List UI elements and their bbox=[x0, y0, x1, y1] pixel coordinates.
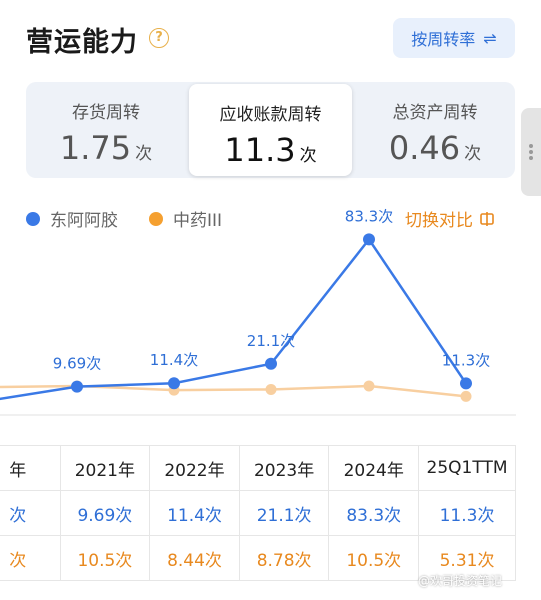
series1-cell: 83.3次 bbox=[328, 490, 420, 536]
series1-data-label: 9.69次 bbox=[53, 355, 101, 373]
series2-cell: 8.44次 bbox=[149, 535, 240, 581]
compare-button[interactable]: 切换对比 bbox=[405, 206, 495, 231]
series1-cell: 11.4次 bbox=[149, 490, 240, 536]
swap-icon: ⇌ bbox=[483, 28, 497, 48]
tab-total-asset-turnover[interactable]: 总资产周转 0.46 次 bbox=[355, 82, 515, 178]
table-header-row: 年 2021年 2022年 2023年 2024年 25Q1TTM bbox=[0, 445, 516, 491]
header-cell: 25Q1TTM bbox=[418, 445, 516, 491]
series2-cell: 次 bbox=[0, 535, 61, 581]
series2-cell: 10.5次 bbox=[59, 535, 151, 581]
series1-point[interactable] bbox=[460, 377, 472, 390]
series2-point[interactable] bbox=[460, 390, 472, 402]
tab-unit: 次 bbox=[464, 144, 482, 164]
watermark: @欢哥投资笔记 bbox=[418, 574, 503, 588]
compare-label: 切换对比 bbox=[405, 211, 473, 231]
series1-point[interactable] bbox=[363, 233, 375, 246]
tab-label: 总资产周转 bbox=[392, 103, 478, 123]
header-cell: 2023年 bbox=[238, 445, 330, 491]
legend-label: 中药III bbox=[173, 211, 223, 231]
series1-data-label: 83.3次 bbox=[345, 207, 393, 225]
page-title: 营运能力 bbox=[26, 27, 138, 58]
tab-value: 1.75 bbox=[59, 129, 132, 167]
series2-line bbox=[0, 384, 467, 398]
series1-data-label: 11.3次 bbox=[442, 351, 490, 369]
side-drawer-handle[interactable] bbox=[521, 108, 541, 196]
metric-tabs: 存货周转 1.75 次 应收账款周转 11.3 次 总资产周转 0.46 次 bbox=[26, 82, 515, 178]
tab-inventory-turnover[interactable]: 存货周转 1.75 次 bbox=[26, 82, 186, 178]
series1-dot-icon bbox=[26, 211, 40, 226]
series1-cell: 21.1次 bbox=[238, 490, 330, 536]
tab-label: 存货周转 bbox=[72, 103, 140, 123]
data-table: 年 2021年 2022年 2023年 2024年 25Q1TTM 次 9.69次 11.4次… bbox=[0, 445, 516, 581]
period-button-label: 按周转率 bbox=[411, 30, 476, 49]
series1-data-label: 21.1次 bbox=[247, 332, 295, 350]
tab-unit: 次 bbox=[299, 146, 317, 166]
tab-value: 0.46 bbox=[388, 129, 461, 167]
series2-point[interactable] bbox=[265, 383, 277, 395]
series1-cell: 9.69次 bbox=[59, 490, 151, 536]
series1-point[interactable] bbox=[265, 357, 277, 370]
tab-value: 11.3 bbox=[224, 131, 296, 169]
table-row: 次 9.69次 11.4次 21.1次 83.3次 11.3次 bbox=[0, 490, 516, 536]
header-cell: 2022年 bbox=[149, 445, 240, 491]
help-icon[interactable]: ? bbox=[149, 28, 169, 48]
series1-cell: 次 bbox=[0, 490, 61, 536]
compare-icon bbox=[480, 211, 494, 226]
series2-dot-icon bbox=[149, 211, 163, 226]
header-cell: 2021年 bbox=[59, 445, 151, 491]
tab-label: 应收账款周转 bbox=[219, 105, 322, 125]
tab-receivables-turnover[interactable]: 应收账款周转 11.3 次 bbox=[189, 84, 352, 176]
series1-cell: 11.3次 bbox=[418, 490, 516, 536]
header-cell: 2024年 bbox=[328, 445, 420, 491]
series1-line bbox=[0, 237, 468, 401]
legend-item-series2[interactable]: 中药III bbox=[149, 206, 222, 231]
table-row: 次 10.5次 8.44次 8.78次 10.5次 5.31次 bbox=[0, 535, 516, 581]
series1-data-label: 11.4次 bbox=[150, 351, 198, 369]
series2-cell: 5.31次 bbox=[418, 535, 516, 581]
period-toggle-button[interactable]: 按周转率 ⇌ bbox=[393, 18, 515, 58]
series2-cell: 8.78次 bbox=[238, 535, 330, 581]
legend-item-series1[interactable]: 东阿阿胶 bbox=[26, 206, 118, 231]
series2-cell: 10.5次 bbox=[328, 535, 420, 581]
series1-point[interactable] bbox=[71, 380, 83, 393]
tab-unit: 次 bbox=[135, 144, 153, 164]
series1-point[interactable] bbox=[168, 377, 180, 390]
series2-point[interactable] bbox=[363, 380, 375, 392]
header-cell: 年 bbox=[0, 445, 61, 491]
legend-label: 东阿阿胶 bbox=[50, 211, 118, 231]
